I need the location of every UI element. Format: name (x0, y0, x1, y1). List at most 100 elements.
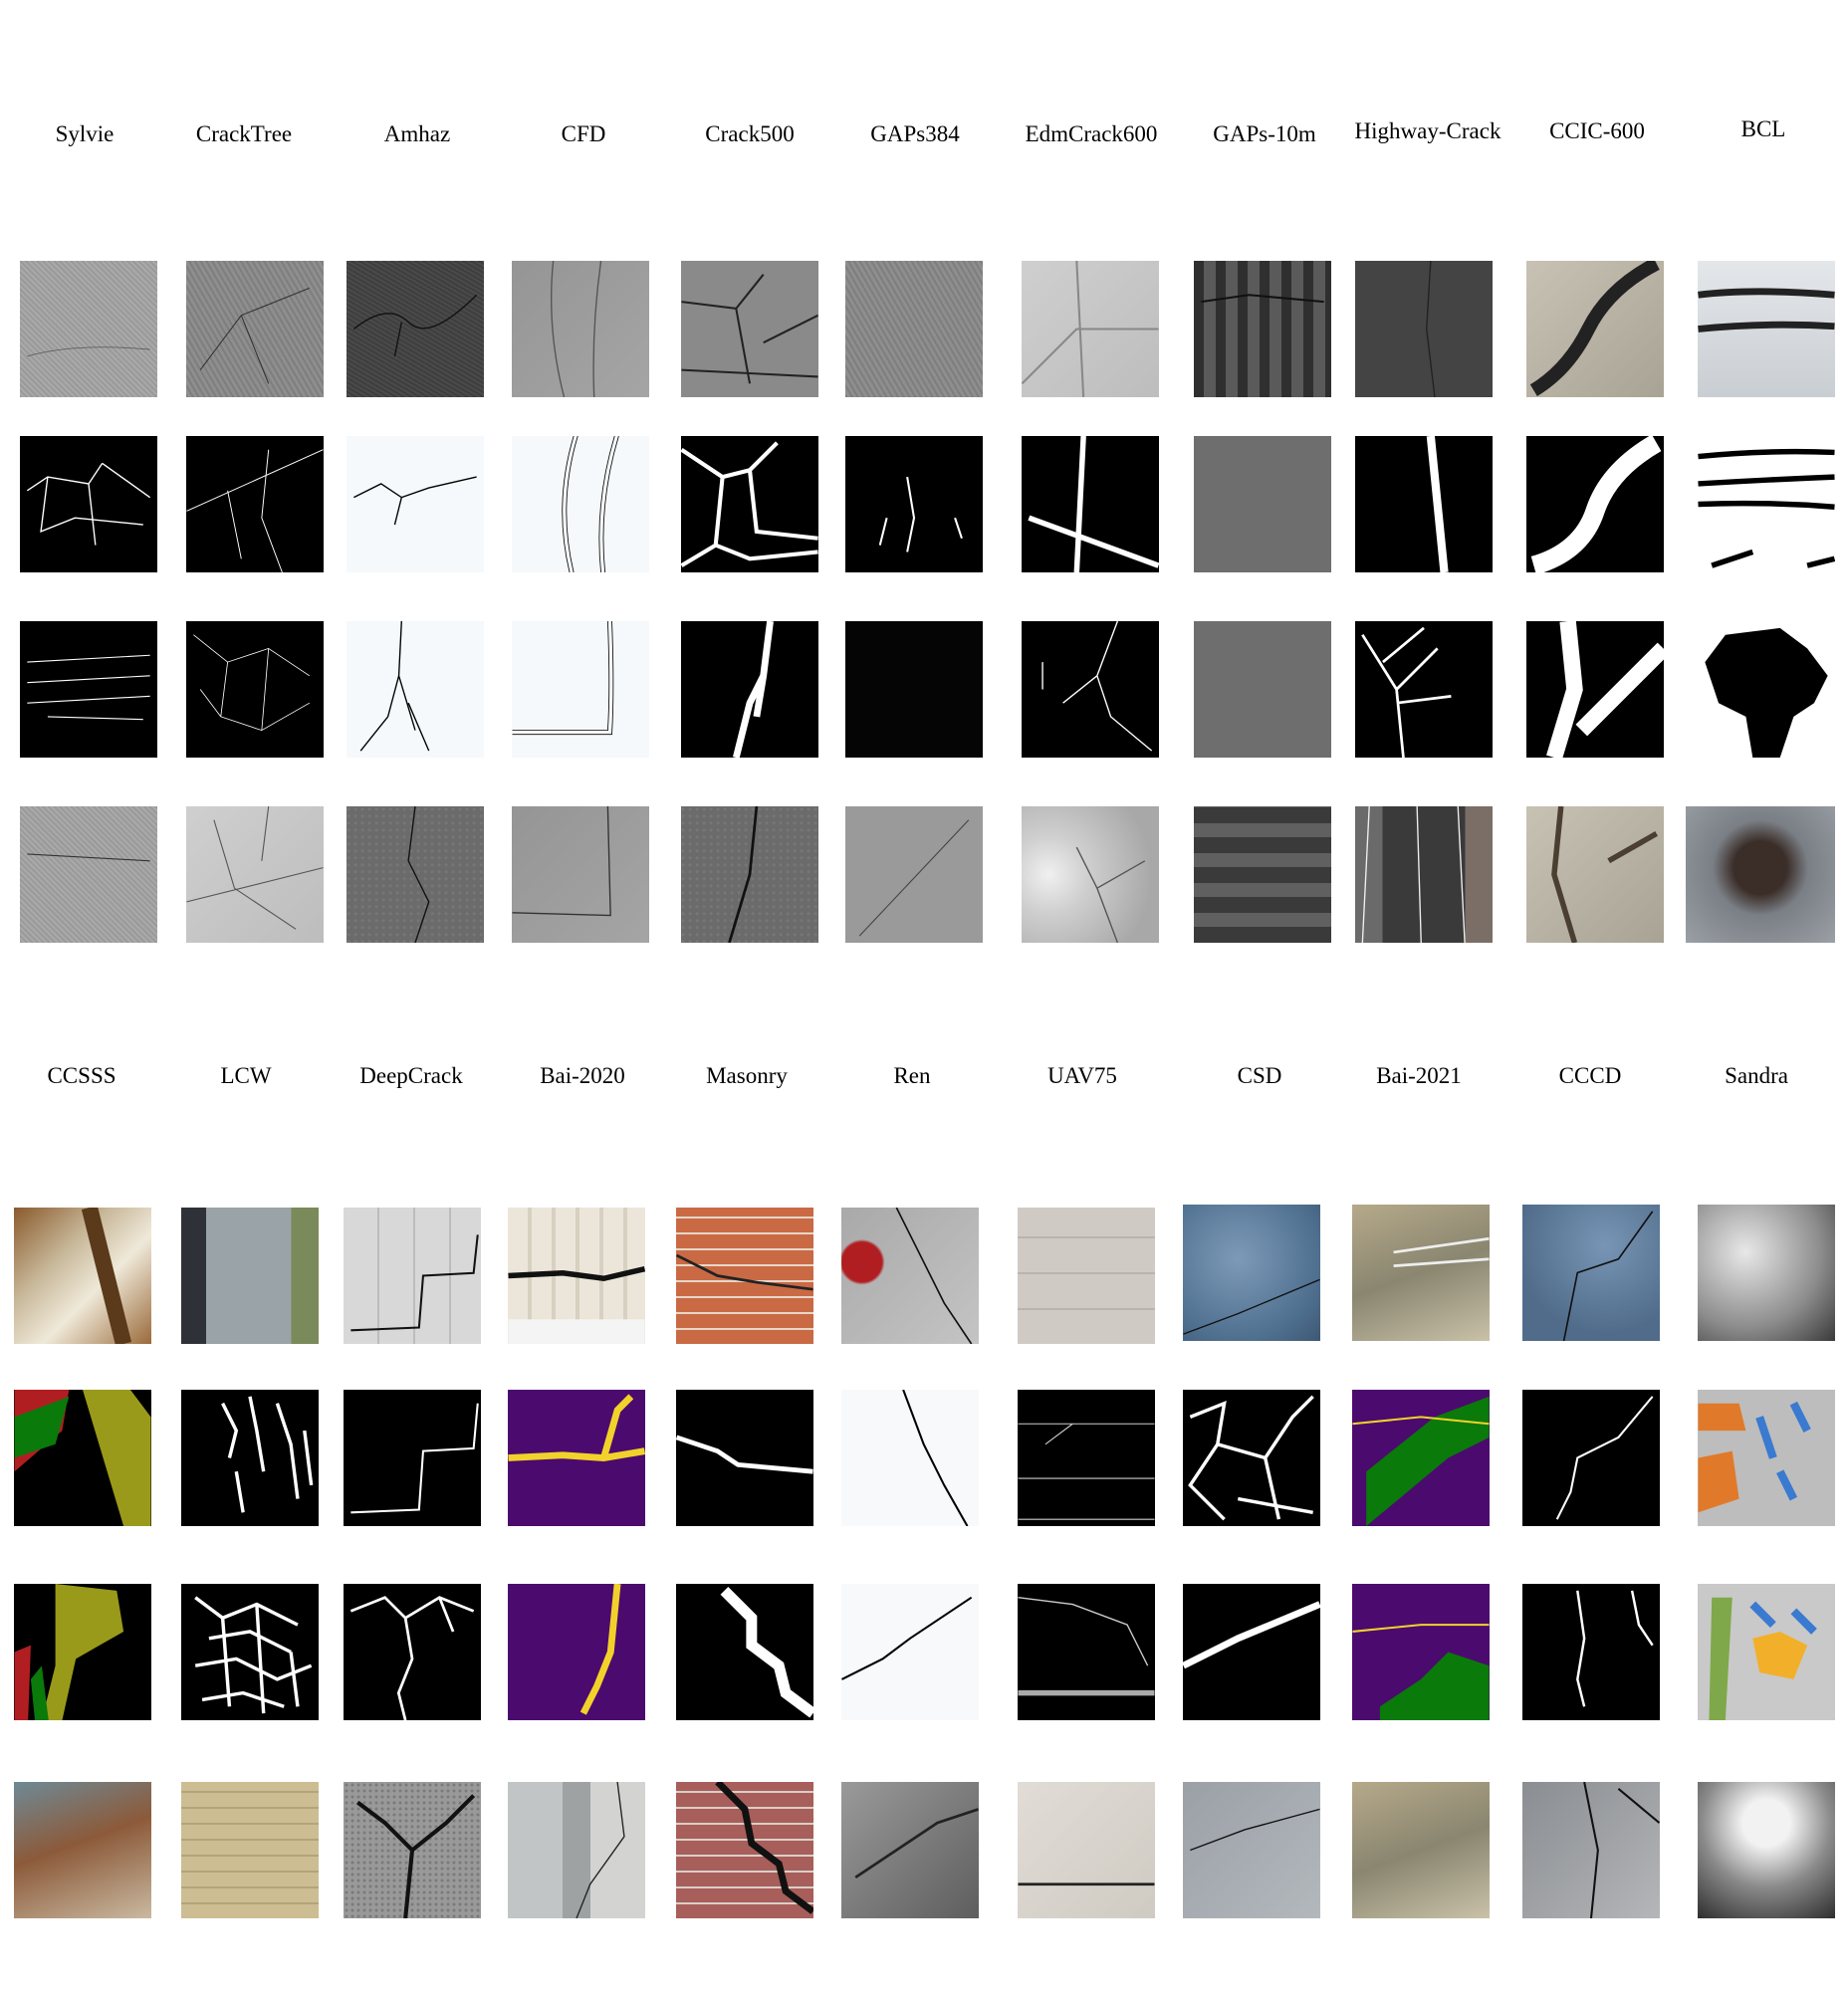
sample-image (1194, 261, 1331, 397)
mask-image (1352, 1390, 1490, 1526)
mask-image (1698, 436, 1835, 572)
mask-image (344, 1584, 481, 1720)
sample-image (841, 1782, 979, 1918)
sample-image (20, 261, 157, 397)
mask-image (1194, 621, 1331, 758)
sample-image (1526, 806, 1664, 943)
mask-image (1355, 621, 1493, 758)
sample-image (845, 261, 983, 397)
sample-image (346, 261, 484, 397)
sample-image (1022, 806, 1159, 943)
mask-image (344, 1390, 481, 1526)
sample-image (1522, 1205, 1660, 1341)
sample-image (1522, 1782, 1660, 1918)
mask-image (20, 621, 157, 758)
sample-image (676, 1208, 813, 1344)
mask-image (20, 436, 157, 572)
dataset-label: DeepCrack (359, 1063, 463, 1088)
mask-image (676, 1390, 813, 1526)
sample-image (512, 261, 649, 397)
mask-image (512, 436, 649, 572)
dataset-label: CCIC-600 (1549, 118, 1645, 143)
sample-image (681, 261, 818, 397)
mask-image (676, 1584, 813, 1720)
mask-image (14, 1390, 151, 1526)
dataset-label: Bai-2021 (1376, 1063, 1462, 1088)
mask-image (1022, 621, 1159, 758)
sample-image (181, 1208, 319, 1344)
dataset-label: BCL (1740, 116, 1786, 141)
mask-image (14, 1584, 151, 1720)
sample-image (344, 1208, 481, 1344)
mask-image (1183, 1390, 1320, 1526)
sample-image (20, 806, 157, 943)
sample-image (1183, 1782, 1320, 1918)
sample-image (1355, 806, 1493, 943)
sample-image (344, 1782, 481, 1918)
sample-image (1355, 261, 1493, 397)
sample-image (681, 806, 818, 943)
sample-image (845, 806, 983, 943)
dataset-label: Amhaz (383, 121, 451, 146)
mask-image (1355, 436, 1493, 572)
mask-image (1698, 1390, 1835, 1526)
dataset-label: Bai-2020 (540, 1063, 625, 1088)
sample-image (1698, 1782, 1835, 1918)
sample-image (186, 261, 324, 397)
sample-image (1698, 261, 1835, 397)
mask-image (181, 1584, 319, 1720)
mask-image (512, 621, 649, 758)
sample-image (1698, 1205, 1835, 1341)
sample-image (1018, 1208, 1155, 1344)
mask-image (1352, 1584, 1490, 1720)
mask-image (841, 1584, 979, 1720)
dataset-label: CFD (561, 121, 606, 146)
sample-image (1526, 261, 1664, 397)
mask-image (181, 1390, 319, 1526)
dataset-label: Sylvie (55, 121, 115, 146)
dataset-label: GAPs-10m (1213, 121, 1316, 146)
mask-image (845, 436, 983, 572)
mask-image (1522, 1584, 1660, 1720)
sample-image (1183, 1205, 1320, 1341)
sample-image (14, 1208, 151, 1344)
mask-image (1522, 1390, 1660, 1526)
mask-image (1526, 621, 1664, 758)
mask-image (346, 436, 484, 572)
dataset-label: UAV75 (1047, 1063, 1117, 1088)
dataset-label: CSD (1237, 1063, 1282, 1088)
dataset-label: GAPs384 (870, 121, 960, 146)
mask-image (346, 621, 484, 758)
dataset-label: CCSSS (47, 1063, 116, 1088)
sample-image (1352, 1205, 1490, 1341)
sample-image (186, 806, 324, 943)
mask-image (841, 1390, 979, 1526)
mask-image (1526, 436, 1664, 572)
mask-image (508, 1584, 645, 1720)
mask-image (1698, 1584, 1835, 1720)
mask-image (1022, 436, 1159, 572)
sample-image (1022, 261, 1159, 397)
sample-image (676, 1782, 813, 1918)
dataset-label: Highway-Crack (1354, 118, 1502, 143)
sample-image (1018, 1782, 1155, 1918)
sample-image (14, 1782, 151, 1918)
sample-image (508, 1208, 645, 1344)
mask-image (1018, 1584, 1155, 1720)
mask-image (1194, 436, 1331, 572)
dataset-label: EdmCrack600 (1025, 121, 1158, 146)
sample-image (1352, 1782, 1490, 1918)
dataset-label: Crack500 (705, 121, 795, 146)
sample-image (512, 806, 649, 943)
dataset-label: Masonry (706, 1063, 788, 1088)
sample-image (181, 1782, 319, 1918)
sample-image (1686, 806, 1835, 943)
dataset-label: CrackTree (195, 121, 293, 146)
sample-image (1194, 806, 1331, 943)
dataset-label: CCCD (1558, 1063, 1622, 1088)
mask-image (186, 621, 324, 758)
mask-image (681, 621, 818, 758)
mask-image (1698, 621, 1835, 758)
sample-image (346, 806, 484, 943)
dataset-label: Sandra (1725, 1063, 1788, 1088)
